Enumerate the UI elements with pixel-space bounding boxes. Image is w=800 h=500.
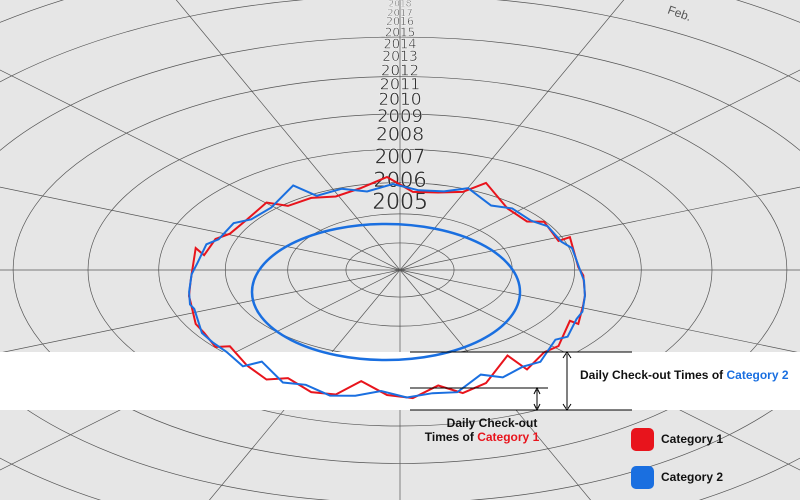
- year-label: 2018: [389, 0, 412, 10]
- grid-spoke: [175, 0, 401, 271]
- grid-spoke: [399, 269, 800, 354]
- annotation-name: Category 2: [727, 368, 789, 382]
- annotation: Daily Check-out: [447, 416, 538, 430]
- grid-spoke: [209, 269, 401, 500]
- legend: Category 1 Category 2: [631, 428, 723, 489]
- year-label: 2016: [386, 15, 414, 28]
- legend-swatch: [631, 428, 654, 451]
- legend-swatch: [631, 466, 654, 489]
- arrow-heads: [533, 386, 541, 412]
- year-label: 2014: [383, 38, 416, 53]
- inner-ring: [250, 222, 522, 362]
- grid-spoke: [0, 186, 401, 271]
- annotation-name: Category 1: [477, 430, 539, 444]
- year-label: 2017: [387, 8, 412, 19]
- grid-spoke: [399, 69, 800, 271]
- year-label: 2009: [377, 106, 423, 127]
- annotation-text: Daily Check-out Times of: [580, 368, 724, 382]
- grid-spoke: [399, 0, 625, 271]
- annotation-lines: [410, 351, 632, 412]
- grid-spoke: [0, 69, 401, 271]
- grid-spoke: [0, 269, 401, 471]
- grid-spoke: [399, 269, 591, 500]
- legend-label: Category 1: [661, 432, 723, 446]
- year-label: 2013: [382, 49, 418, 65]
- grid-spoke: [0, 269, 401, 354]
- grid-spoke: [399, 186, 800, 271]
- annotation: Times of Category 1: [425, 430, 540, 444]
- year-label: 2008: [376, 124, 424, 146]
- year-labels: 2005200620072008200920102011201220132014…: [372, 0, 428, 215]
- year-label: 2015: [385, 26, 416, 40]
- year-label: 2010: [378, 90, 421, 110]
- year-label: 2007: [375, 145, 426, 169]
- legend-label: Category 2: [661, 470, 723, 484]
- year-label: 2012: [381, 62, 419, 80]
- series-line: [188, 182, 586, 399]
- annotation: Daily Check-out Times of Category 2: [580, 368, 789, 382]
- annotation-text: Times of: [425, 430, 475, 444]
- year-label: 2005: [372, 190, 428, 215]
- highlight-band: [0, 352, 800, 410]
- year-label: 2011: [380, 75, 421, 94]
- series-lines: [187, 175, 587, 400]
- arrow-heads: [562, 351, 572, 411]
